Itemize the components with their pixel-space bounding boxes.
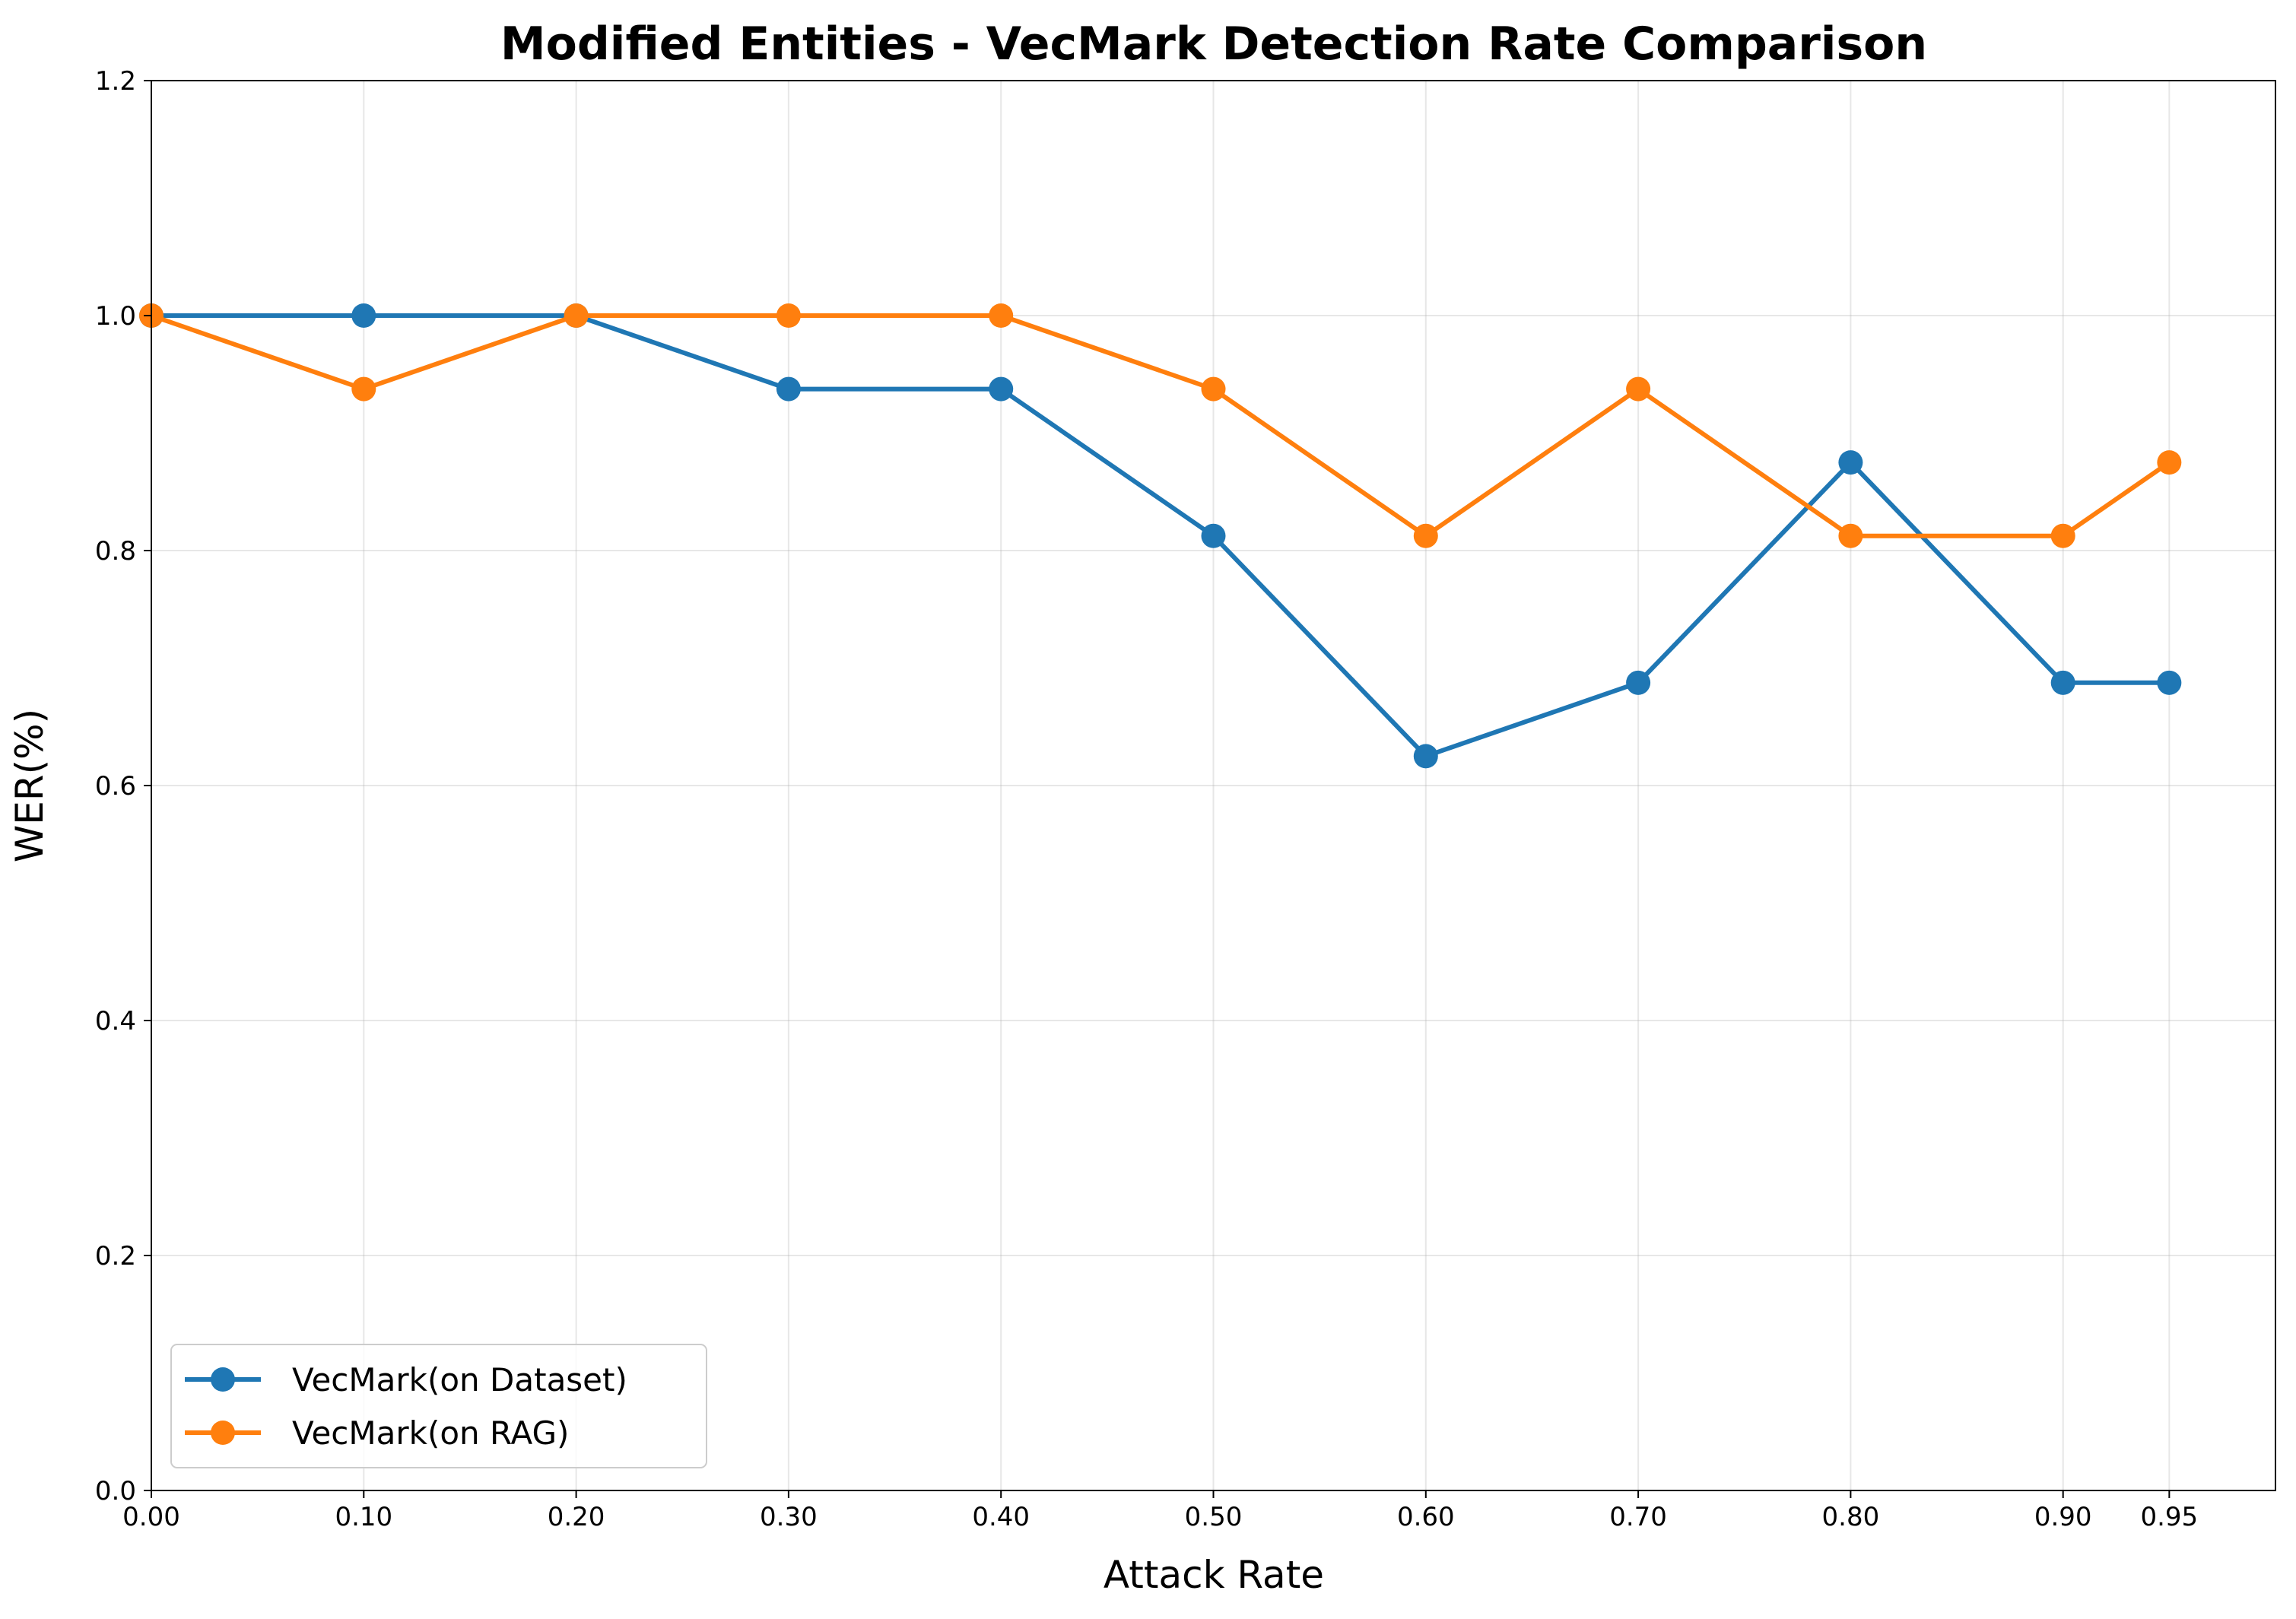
legend-label: VecMark(on RAG) [292,1414,569,1452]
legend-item: VecMark(on Dataset) [185,1361,627,1398]
x-tick-label: 0.30 [760,1502,818,1532]
data-point [564,303,589,328]
data-point [351,376,376,402]
x-tick-label: 0.70 [1609,1502,1667,1532]
data-point [1201,523,1226,548]
x-tick-label: 0.80 [1822,1502,1880,1532]
y-axis-title: WER(%) [8,709,52,862]
data-point [2050,523,2075,548]
series-layer [139,303,2182,769]
data-point [989,303,1014,328]
data-point [351,303,376,328]
data-point [1838,523,1863,548]
legend-item: VecMark(on RAG) [185,1414,569,1452]
series-2 [139,303,2182,548]
data-point [1626,376,1651,402]
x-tick-label: 0.10 [335,1502,392,1532]
data-point [1838,450,1863,475]
data-point [989,376,1014,402]
data-point [2157,670,2182,695]
legend-marker [211,1367,235,1392]
x-tick-label: 0.90 [2034,1502,2092,1532]
y-tick-label: 0.2 [95,1241,136,1271]
legend-box [170,1344,707,1468]
x-axis-title: Attack Rate [1104,1553,1324,1597]
x-tick-label: 0.40 [972,1502,1030,1532]
legend: VecMark(on Dataset) VecMark(on RAG) [170,1344,707,1468]
axis-ticks: 0.00 0.10 0.20 0.30 0.40 0.50 0.60 0.70 0.80 0.90… [95,66,2198,1532]
x-tick-label: 0.50 [1185,1502,1243,1532]
data-point [1626,670,1651,695]
data-point [2157,450,2182,475]
x-tick-label: 0.95 [2140,1502,2198,1532]
data-point [776,303,801,328]
y-tick-label: 0.6 [95,771,136,802]
x-tick-label: 0.60 [1397,1502,1455,1532]
x-tick-label: 0.20 [548,1502,605,1532]
chart-title: Modified Entities - VecMark Detection Ra… [500,17,1927,71]
y-tick-label: 1.2 [95,66,136,97]
data-point [776,376,801,402]
y-tick-label: 0.0 [95,1476,136,1506]
y-tick-label: 0.4 [95,1006,136,1036]
data-point [1413,523,1438,548]
data-point [1201,376,1226,402]
legend-label: VecMark(on Dataset) [292,1361,627,1398]
data-point [2050,670,2075,695]
legend-marker [211,1421,235,1445]
data-point [1413,744,1438,769]
y-tick-label: 0.8 [95,536,136,567]
y-tick-label: 1.0 [95,301,136,332]
x-tick-label: 0.00 [122,1502,180,1532]
